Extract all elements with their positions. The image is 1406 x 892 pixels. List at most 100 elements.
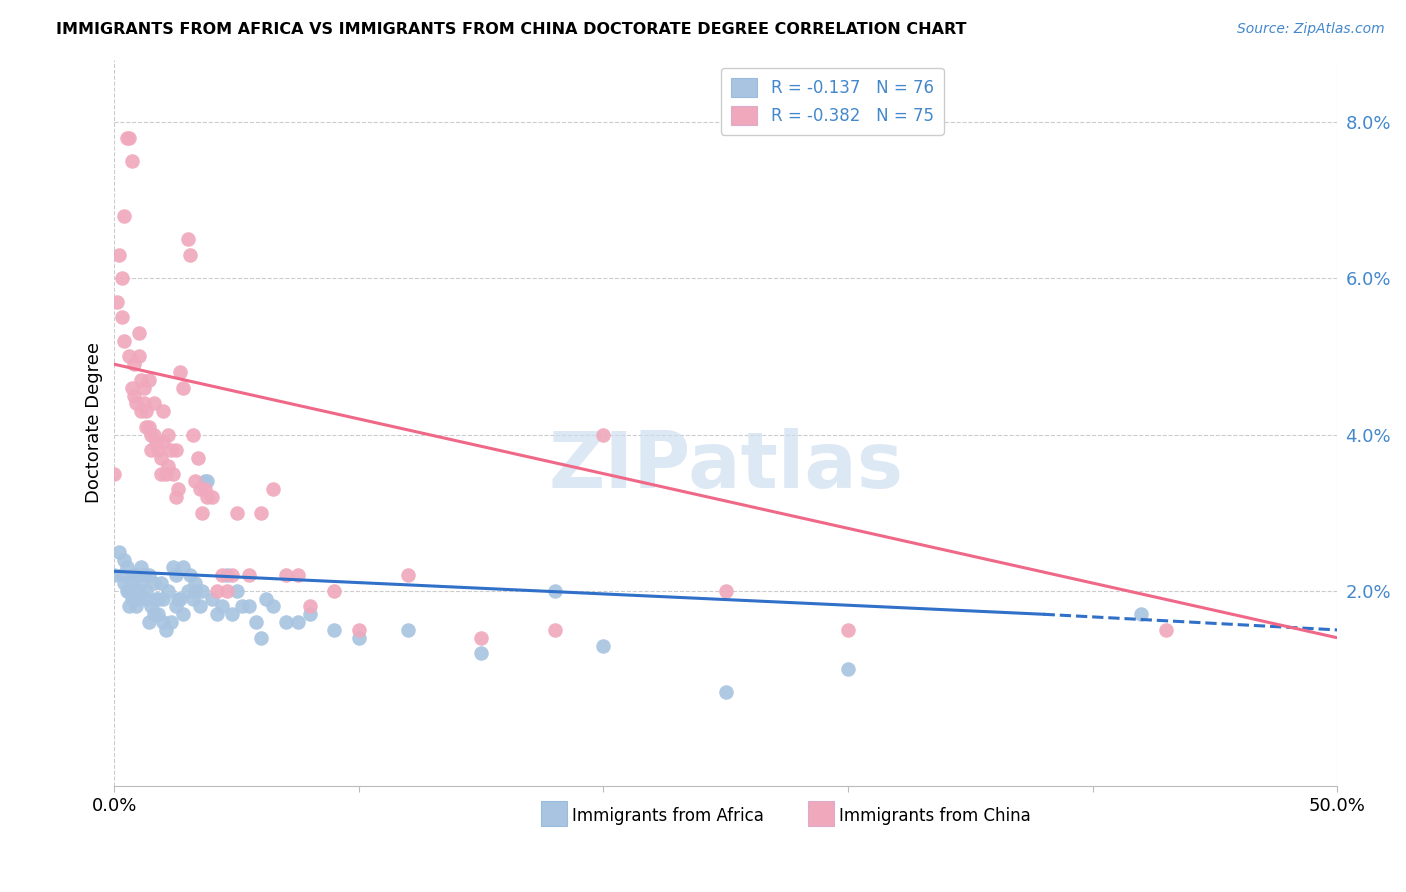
- Point: [165, 568, 187, 582]
- Point: [177, 232, 200, 246]
- Point: [132, 568, 155, 582]
- Point: [138, 419, 160, 434]
- Point: [122, 568, 145, 582]
- Point: [142, 396, 165, 410]
- Point: [118, 583, 141, 598]
- Point: [121, 381, 143, 395]
- Point: [135, 591, 157, 606]
- Point: [112, 209, 135, 223]
- Point: [201, 591, 224, 606]
- Point: [238, 599, 260, 614]
- Point: [125, 568, 148, 582]
- Point: [145, 591, 167, 606]
- Point: [714, 685, 737, 699]
- Point: [177, 583, 200, 598]
- Point: [543, 583, 565, 598]
- Point: [470, 646, 492, 660]
- Point: [396, 623, 419, 637]
- Point: [121, 576, 143, 591]
- Point: [221, 568, 243, 582]
- Point: [165, 490, 187, 504]
- Point: [191, 583, 214, 598]
- Point: [184, 576, 207, 591]
- Text: Immigrants from China: Immigrants from China: [839, 806, 1031, 824]
- Point: [245, 615, 267, 629]
- Point: [115, 130, 138, 145]
- Point: [1130, 607, 1153, 622]
- Point: [103, 467, 125, 481]
- Point: [837, 662, 859, 676]
- Point: [205, 607, 228, 622]
- Point: [201, 490, 224, 504]
- Point: [187, 450, 209, 465]
- Point: [347, 631, 370, 645]
- Point: [148, 591, 170, 606]
- Point: [132, 396, 155, 410]
- Text: ZIPatlas: ZIPatlas: [548, 428, 903, 505]
- Point: [131, 404, 153, 418]
- Point: [155, 467, 177, 481]
- Point: [149, 467, 172, 481]
- Point: [194, 475, 217, 489]
- Point: [162, 560, 184, 574]
- Point: [152, 591, 174, 606]
- Point: [225, 583, 247, 598]
- Point: [188, 599, 211, 614]
- Point: [396, 568, 419, 582]
- Point: [145, 435, 167, 450]
- Point: [592, 427, 614, 442]
- Point: [323, 583, 346, 598]
- Point: [152, 615, 174, 629]
- Point: [184, 583, 207, 598]
- Point: [181, 427, 204, 442]
- Point: [118, 599, 141, 614]
- Point: [184, 475, 207, 489]
- Point: [159, 443, 181, 458]
- Point: [157, 583, 180, 598]
- Point: [115, 560, 138, 574]
- Point: [231, 599, 253, 614]
- Point: [103, 568, 125, 582]
- Point: [1154, 623, 1177, 637]
- Point: [128, 583, 150, 598]
- Point: [135, 583, 157, 598]
- Point: [121, 154, 143, 169]
- Point: [122, 357, 145, 371]
- Point: [221, 607, 243, 622]
- Point: [194, 483, 217, 497]
- Point: [191, 506, 214, 520]
- Point: [179, 248, 201, 262]
- Point: [148, 443, 170, 458]
- Point: [195, 475, 218, 489]
- Point: [128, 326, 150, 340]
- Point: [215, 568, 238, 582]
- Point: [165, 443, 187, 458]
- Point: [157, 458, 180, 473]
- Point: [111, 271, 134, 285]
- Point: [287, 615, 309, 629]
- Point: [139, 427, 162, 442]
- Point: [215, 583, 238, 598]
- Point: [543, 623, 565, 637]
- Point: [299, 607, 322, 622]
- Point: [122, 388, 145, 402]
- Y-axis label: Doctorate Degree: Doctorate Degree: [86, 343, 103, 503]
- Text: Immigrants from Africa: Immigrants from Africa: [572, 806, 763, 824]
- Point: [323, 623, 346, 637]
- Point: [157, 427, 180, 442]
- Point: [128, 591, 150, 606]
- Point: [108, 248, 131, 262]
- Point: [142, 576, 165, 591]
- Legend: R = -0.137   N = 76, R = -0.382   N = 75: R = -0.137 N = 76, R = -0.382 N = 75: [721, 68, 943, 135]
- Point: [121, 591, 143, 606]
- Text: IMMIGRANTS FROM AFRICA VS IMMIGRANTS FROM CHINA DOCTORATE DEGREE CORRELATION CHA: IMMIGRANTS FROM AFRICA VS IMMIGRANTS FRO…: [56, 22, 967, 37]
- Point: [112, 576, 135, 591]
- Point: [172, 560, 194, 574]
- Point: [149, 576, 172, 591]
- Point: [250, 631, 273, 645]
- Point: [131, 560, 153, 574]
- Point: [115, 583, 138, 598]
- Point: [188, 483, 211, 497]
- Point: [714, 583, 737, 598]
- Point: [139, 443, 162, 458]
